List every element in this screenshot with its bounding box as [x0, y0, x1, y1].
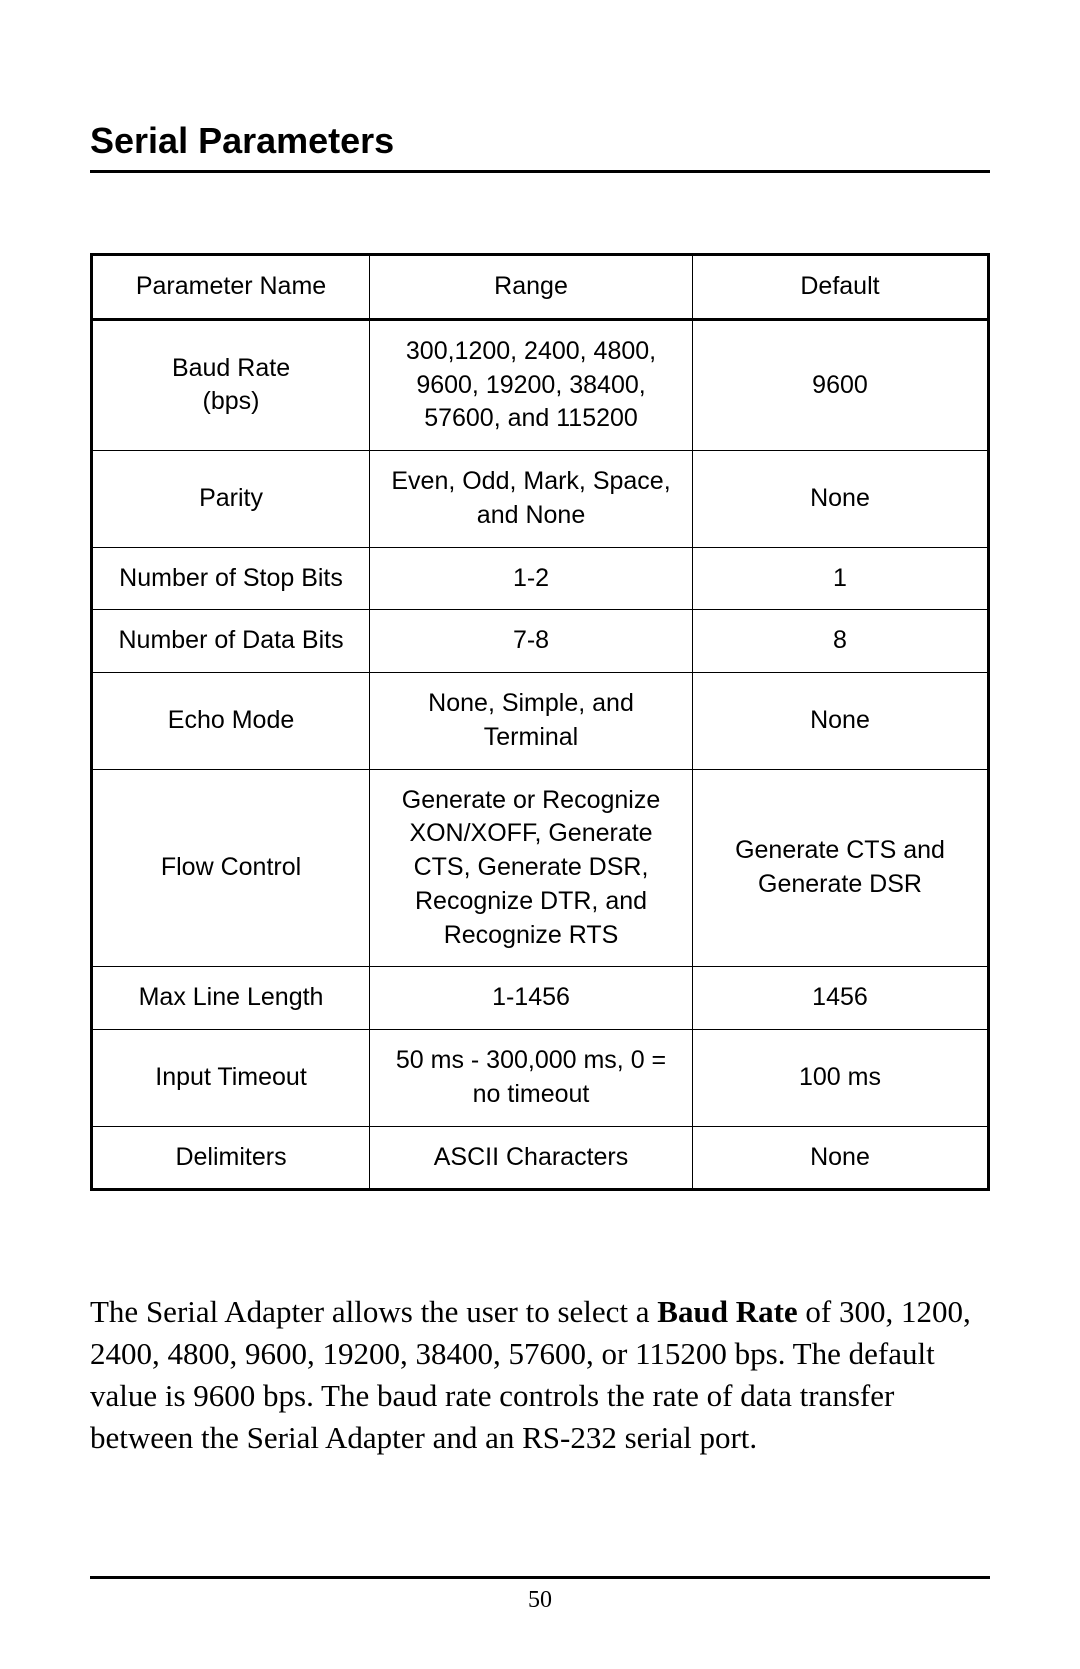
cell-default: Generate CTS and Generate DSR: [692, 769, 988, 967]
cell-default: None: [692, 673, 988, 770]
document-page: Serial Parameters Parameter Name Range D…: [0, 0, 1080, 1669]
cell-range: 1-1456: [370, 967, 693, 1030]
cell-parameter-name: Number of Data Bits: [92, 610, 370, 673]
cell-range: 50 ms - 300,000 ms, 0 = no timeout: [370, 1030, 693, 1127]
cell-range: ASCII Characters: [370, 1126, 693, 1190]
table-row: DelimitersASCII CharactersNone: [92, 1126, 989, 1190]
table-row: Number of Stop Bits1-21: [92, 547, 989, 610]
cell-default: 1: [692, 547, 988, 610]
cell-range: Generate or Recognize XON/XOFF, Generate…: [370, 769, 693, 967]
cell-default: 8: [692, 610, 988, 673]
cell-parameter-name: Parity: [92, 451, 370, 548]
table-row: Baud Rate(bps)300,1200, 2400, 4800, 9600…: [92, 319, 989, 450]
table-row: Input Timeout50 ms - 300,000 ms, 0 = no …: [92, 1030, 989, 1127]
cell-default: 100 ms: [692, 1030, 988, 1127]
col-header-name: Parameter Name: [92, 255, 370, 320]
cell-range: 1-2: [370, 547, 693, 610]
table-body: Baud Rate(bps)300,1200, 2400, 4800, 9600…: [92, 319, 989, 1190]
cell-range: 300,1200, 2400, 4800, 9600, 19200, 38400…: [370, 319, 693, 450]
cell-default: 9600: [692, 319, 988, 450]
page-number: 50: [0, 1587, 1080, 1614]
cell-default: None: [692, 1126, 988, 1190]
section-heading: Serial Parameters: [90, 120, 990, 173]
col-header-default: Default: [692, 255, 988, 320]
cell-parameter-name: Input Timeout: [92, 1030, 370, 1127]
cell-parameter-name: Echo Mode: [92, 673, 370, 770]
table-header-row: Parameter Name Range Default: [92, 255, 989, 320]
table-row: Number of Data Bits7-88: [92, 610, 989, 673]
footer-rule: [90, 1576, 990, 1579]
cell-parameter-name: Flow Control: [92, 769, 370, 967]
cell-parameter-name: Delimiters: [92, 1126, 370, 1190]
parameters-table: Parameter Name Range Default Baud Rate(b…: [90, 253, 990, 1191]
bold-term: Baud Rate: [657, 1294, 797, 1329]
cell-default: 1456: [692, 967, 988, 1030]
cell-default: None: [692, 451, 988, 548]
cell-parameter-name: Baud Rate(bps): [92, 319, 370, 450]
cell-parameter-name: Number of Stop Bits: [92, 547, 370, 610]
table-row: ParityEven, Odd, Mark, Space, and NoneNo…: [92, 451, 989, 548]
table-row: Echo ModeNone, Simple, and TerminalNone: [92, 673, 989, 770]
body-paragraph: The Serial Adapter allows the user to se…: [90, 1291, 990, 1458]
col-header-range: Range: [370, 255, 693, 320]
table-row: Flow ControlGenerate or Recognize XON/XO…: [92, 769, 989, 967]
cell-range: Even, Odd, Mark, Space, and None: [370, 451, 693, 548]
cell-range: None, Simple, and Terminal: [370, 673, 693, 770]
table-row: Max Line Length1-14561456: [92, 967, 989, 1030]
cell-parameter-name: Max Line Length: [92, 967, 370, 1030]
cell-range: 7-8: [370, 610, 693, 673]
